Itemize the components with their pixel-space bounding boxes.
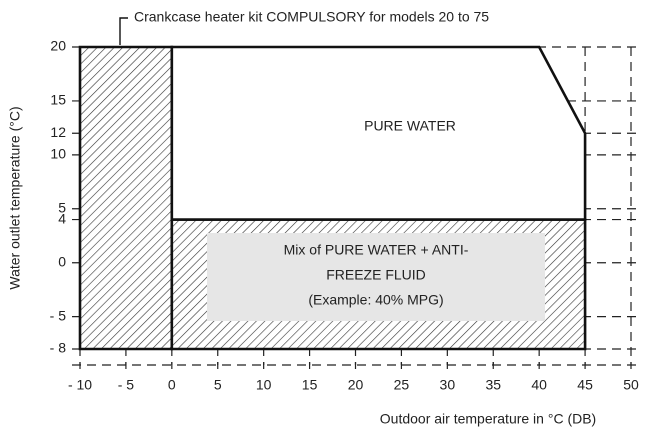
x-tick-label: 50: [623, 377, 639, 393]
region-label: Mix of PURE WATER + ANTI-: [284, 242, 469, 258]
y-tick-label: - 5: [50, 307, 67, 323]
region-label: FREEZE FLUID: [326, 267, 426, 283]
label-box: [207, 233, 545, 321]
region-label: PURE WATER: [364, 118, 456, 134]
leader-line: [119, 17, 128, 45]
region-label: (Example: 40% MPG): [308, 292, 443, 308]
y-tick-label: 10: [50, 146, 66, 162]
annotation: Crankcase heater kit COMPULSORY for mode…: [134, 9, 489, 25]
y-tick-label: 0: [58, 253, 66, 269]
x-tick-label: 35: [485, 377, 501, 393]
y-axis-label: Water outlet temperature (°C): [7, 106, 23, 289]
y-tick-label: 4: [58, 210, 66, 226]
y-tick-label: 20: [50, 38, 66, 54]
y-tick-label: - 8: [50, 340, 67, 356]
y-tick-label: 5: [58, 199, 66, 215]
x-tick-label: - 10: [68, 377, 92, 393]
y-tick-label: 15: [50, 92, 66, 108]
x-tick-label: 10: [256, 377, 272, 393]
x-axis-label: Outdoor air temperature in °C (DB): [380, 411, 596, 427]
y-tick-label: 12: [50, 124, 66, 140]
x-tick-label: 20: [348, 377, 364, 393]
x-tick-label: - 5: [118, 377, 135, 393]
x-tick-label: 25: [394, 377, 410, 393]
x-tick-label: 45: [577, 377, 593, 393]
x-tick-label: 5: [214, 377, 222, 393]
x-tick-label: 40: [531, 377, 547, 393]
x-tick-label: 0: [168, 377, 176, 393]
x-tick-label: 30: [440, 377, 456, 393]
x-tick-label: 15: [302, 377, 318, 393]
region: [78, 45, 174, 351]
region: [170, 45, 587, 221]
